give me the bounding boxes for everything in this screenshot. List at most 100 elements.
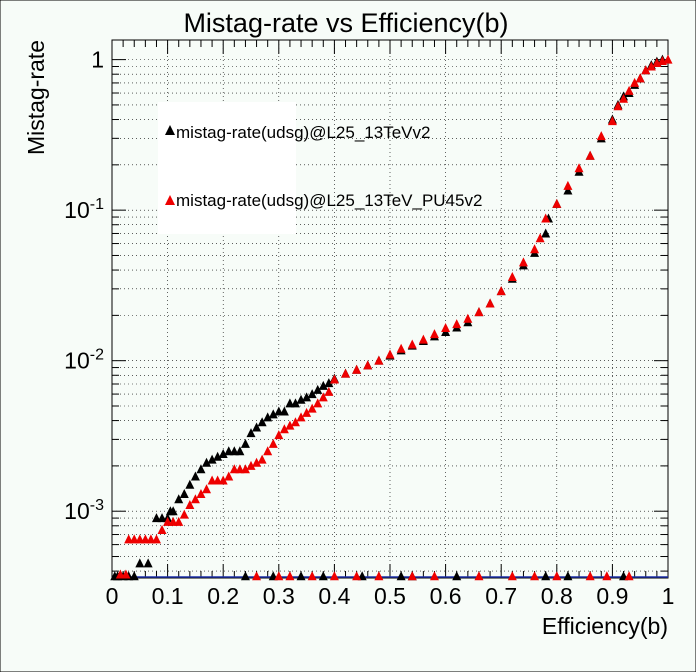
- data-point-series-2: [602, 571, 612, 581]
- data-point-series-2: [641, 65, 651, 75]
- data-point-series-1: [313, 384, 323, 394]
- data-point-series-1: [296, 394, 306, 404]
- data-point-series-2: [530, 571, 540, 581]
- data-point-series-2: [324, 386, 334, 396]
- data-point-series-2: [429, 571, 439, 581]
- data-point-series-2: [313, 398, 323, 408]
- data-point-series-2: [585, 571, 595, 581]
- data-point-series-2: [663, 54, 673, 64]
- y-axis-title: Mistag-rate: [23, 40, 49, 155]
- data-point-series-1: [252, 422, 262, 432]
- x-tick-label: 1: [662, 583, 675, 609]
- data-point-series-2: [418, 334, 428, 344]
- data-point-series-1: [563, 185, 573, 195]
- data-point-series-1: [263, 412, 273, 422]
- data-point-series-2: [646, 61, 656, 71]
- data-point-series-1: [129, 571, 139, 581]
- data-point-series-2: [613, 101, 623, 111]
- y-tick-label: 1: [91, 47, 104, 73]
- data-point-series-2: [329, 374, 339, 384]
- legend-marker-series-2: [165, 195, 175, 205]
- data-point-series-2: [585, 150, 595, 160]
- data-point-series-2: [307, 571, 317, 581]
- x-axis-title: Efficiency(b): [542, 613, 668, 639]
- y-tick-label: 10-1: [64, 196, 104, 223]
- data-point-series-2: [630, 77, 640, 87]
- y-tick-label: 10-2: [64, 347, 104, 374]
- x-tick-label: 0.2: [207, 583, 239, 609]
- data-point-series-1: [541, 571, 551, 581]
- data-point-series-2: [619, 93, 629, 103]
- data-point-series-1: [168, 506, 178, 516]
- data-point-series-1: [135, 558, 145, 568]
- data-point-series-2: [185, 499, 195, 509]
- data-point-series-1: [563, 571, 573, 581]
- data-point-series-2: [518, 257, 528, 267]
- data-point-series-1: [143, 558, 153, 568]
- x-tick-label: 0.6: [430, 583, 462, 609]
- data-point-series-2: [257, 454, 267, 464]
- legend-marker-series-1: [165, 125, 175, 135]
- data-point-series-1: [396, 571, 406, 581]
- data-point-series-2: [202, 484, 212, 494]
- y-tick-label: 10-3: [64, 497, 104, 524]
- data-point-series-2: [290, 417, 300, 427]
- data-point-series-2: [441, 322, 451, 332]
- data-point-series-1: [202, 457, 212, 467]
- data-point-series-2: [552, 198, 562, 208]
- data-point-series-2: [279, 424, 289, 434]
- data-point-series-2: [535, 233, 545, 243]
- x-tick-label: 0.7: [485, 583, 517, 609]
- x-tick-label: 0.4: [318, 583, 350, 609]
- data-point-series-2: [541, 213, 551, 223]
- data-point-series-1: [240, 571, 250, 581]
- data-point-series-2: [407, 571, 417, 581]
- data-point-series-2: [218, 475, 228, 485]
- data-point-series-2: [452, 319, 462, 329]
- x-tick-label: 0.8: [541, 583, 573, 609]
- data-point-series-2: [252, 571, 262, 581]
- data-point-series-1: [296, 571, 306, 581]
- data-point-series-1: [318, 380, 328, 390]
- data-point-series-2: [396, 343, 406, 353]
- data-point-series-2: [574, 163, 584, 173]
- data-point-series-2: [274, 571, 284, 581]
- data-point-series-2: [463, 313, 473, 323]
- legend: mistag-rate(udsg)@L25_13TeVv2 mistag-rat…: [158, 102, 482, 234]
- data-point-series-1: [279, 406, 289, 416]
- data-point-series-2: [507, 571, 517, 581]
- data-point-series-2: [363, 360, 373, 370]
- data-point-series-1: [257, 417, 267, 427]
- y-axis-labels: 10-3 10-2 10-1 1: [64, 47, 104, 525]
- data-point-series-2: [552, 571, 562, 581]
- data-point-series-2: [268, 438, 278, 448]
- data-point-series-2: [302, 407, 312, 417]
- data-point-series-2: [285, 420, 295, 430]
- data-point-series-2: [157, 525, 167, 535]
- data-point-series-1: [174, 494, 184, 504]
- legend-box: [158, 102, 296, 234]
- data-point-series-2: [407, 339, 417, 349]
- data-point-series-2: [485, 298, 495, 308]
- data-point-series-1: [240, 438, 250, 448]
- data-point-series-2: [374, 571, 384, 581]
- chart-title: Mistag-rate vs Efficiency(b): [183, 8, 508, 38]
- data-point-series-2: [179, 509, 189, 519]
- x-tick-label: 0.3: [263, 583, 295, 609]
- data-point-series-2: [296, 412, 306, 422]
- data-point-series-2: [352, 364, 362, 374]
- data-point-series-1: [235, 446, 245, 456]
- data-point-series-2: [607, 116, 617, 126]
- data-point-series-2: [496, 286, 506, 296]
- data-point-series-1: [179, 489, 189, 499]
- x-tick-label: 0: [106, 583, 119, 609]
- data-point-series-2: [240, 464, 250, 474]
- data-point-series-1: [318, 571, 328, 581]
- data-point-series-2: [624, 85, 634, 95]
- data-point-series-1: [185, 479, 195, 489]
- data-point-series-2: [263, 446, 273, 456]
- data-point-series-2: [224, 471, 234, 481]
- data-point-series-1: [268, 409, 278, 419]
- data-point-series-2: [596, 131, 606, 141]
